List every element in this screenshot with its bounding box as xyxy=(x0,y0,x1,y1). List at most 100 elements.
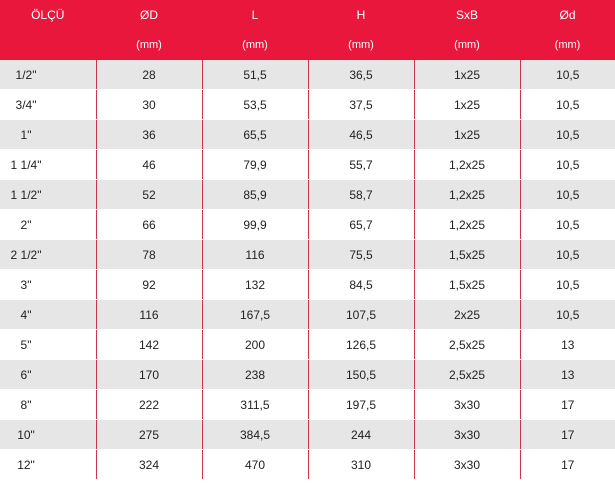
cell-height: 197,5 xyxy=(308,389,415,420)
header-hole-diameter: Ød xyxy=(520,0,615,29)
cell-outer-diameter: 275 xyxy=(96,419,203,450)
cell-size: 5" xyxy=(0,329,97,360)
cell-sxb: 2,5x25 xyxy=(414,329,521,360)
unit-hole-diameter: (mm) xyxy=(520,29,615,60)
header-length: L xyxy=(202,0,309,29)
table-row: 2" 66 99,9 65,7 1,2x25 10,5 xyxy=(0,209,615,240)
header-sxb: SxB xyxy=(414,0,521,29)
table-row: 2 1/2" 78 116 75,5 1,5x25 10,5 xyxy=(0,239,615,270)
cell-length: 116 xyxy=(202,239,309,270)
unit-length: (mm) xyxy=(202,29,309,60)
cell-outer-diameter: 66 xyxy=(96,209,203,240)
cell-height: 126,5 xyxy=(308,329,415,360)
cell-height: 75,5 xyxy=(308,239,415,270)
cell-length: 85,9 xyxy=(202,179,309,210)
cell-sxb: 1x25 xyxy=(414,119,521,150)
size-label: 2 1/2" xyxy=(10,247,42,262)
cell-height: 65,7 xyxy=(308,209,415,240)
header-row-titles: ÖLÇÜ ØD L H SxB Ød xyxy=(0,0,615,29)
header-outer-diameter: ØD xyxy=(96,0,203,29)
cell-length: 470 xyxy=(202,449,309,480)
cell-outer-diameter: 28 xyxy=(96,60,203,90)
table-row: 4" 116 167,5 107,5 2x25 10,5 xyxy=(0,299,615,330)
cell-hole-diameter: 10,5 xyxy=(520,239,615,270)
unit-sxb: (mm) xyxy=(414,29,521,60)
table-row: 1/2" 28 51,5 36,5 1x25 10,5 xyxy=(0,60,615,90)
cell-hole-diameter: 10,5 xyxy=(520,269,615,300)
size-label: 3/4" xyxy=(15,97,37,112)
cell-hole-diameter: 10,5 xyxy=(520,119,615,150)
cell-size: 10" xyxy=(0,419,97,450)
cell-height: 310 xyxy=(308,449,415,480)
unit-height: (mm) xyxy=(308,29,415,60)
cell-size: 3/4" xyxy=(0,89,97,120)
header-row-units: (mm) (mm) (mm) (mm) (mm) xyxy=(0,29,615,60)
table-row: 5" 142 200 126,5 2,5x25 13 xyxy=(0,329,615,360)
cell-outer-diameter: 46 xyxy=(96,149,203,180)
table-row: 12" 324 470 310 3x30 17 xyxy=(0,449,615,480)
cell-length: 53,5 xyxy=(202,89,309,120)
cell-outer-diameter: 222 xyxy=(96,389,203,420)
size-label: 1/2" xyxy=(15,67,37,82)
cell-outer-diameter: 52 xyxy=(96,179,203,210)
cell-hole-diameter: 17 xyxy=(520,419,615,450)
cell-length: 79,9 xyxy=(202,149,309,180)
cell-hole-diameter: 10,5 xyxy=(520,60,615,90)
table-row: 1 1/2" 52 85,9 58,7 1,2x25 10,5 xyxy=(0,179,615,210)
cell-size: 1" xyxy=(0,119,97,150)
cell-sxb: 1,2x25 xyxy=(414,179,521,210)
cell-sxb: 3x30 xyxy=(414,389,521,420)
cell-height: 107,5 xyxy=(308,299,415,330)
cell-height: 84,5 xyxy=(308,269,415,300)
cell-hole-diameter: 10,5 xyxy=(520,209,615,240)
cell-size: 1/2" xyxy=(0,60,97,90)
size-label: 1 1/2" xyxy=(10,187,42,202)
table-row: 3" 92 132 84,5 1,5x25 10,5 xyxy=(0,269,615,300)
cell-hole-diameter: 17 xyxy=(520,449,615,480)
cell-sxb: 2x25 xyxy=(414,299,521,330)
cell-outer-diameter: 30 xyxy=(96,89,203,120)
dimensions-table: ÖLÇÜ ØD L H SxB Ød (mm) (mm) (mm) (mm) (… xyxy=(0,0,615,480)
cell-outer-diameter: 78 xyxy=(96,239,203,270)
cell-hole-diameter: 13 xyxy=(520,359,615,390)
cell-height: 244 xyxy=(308,419,415,450)
table-row: 1 1/4" 46 79,9 55,7 1,2x25 10,5 xyxy=(0,149,615,180)
header-olcu: ÖLÇÜ xyxy=(0,0,97,29)
cell-outer-diameter: 324 xyxy=(96,449,203,480)
cell-height: 37,5 xyxy=(308,89,415,120)
cell-outer-diameter: 142 xyxy=(96,329,203,360)
cell-length: 132 xyxy=(202,269,309,300)
cell-length: 99,9 xyxy=(202,209,309,240)
cell-size: 2 1/2" xyxy=(0,239,97,270)
cell-sxb: 1,2x25 xyxy=(414,149,521,180)
size-label: 8" xyxy=(20,397,32,412)
cell-sxb: 2,5x25 xyxy=(414,359,521,390)
cell-size: 1 1/4" xyxy=(0,149,97,180)
cell-sxb: 1,5x25 xyxy=(414,239,521,270)
cell-sxb: 3x30 xyxy=(414,419,521,450)
size-label: 1 1/4" xyxy=(10,157,42,172)
cell-length: 65,5 xyxy=(202,119,309,150)
cell-sxb: 1,5x25 xyxy=(414,269,521,300)
cell-size: 6" xyxy=(0,359,97,390)
size-label: 3" xyxy=(20,277,32,292)
cell-length: 167,5 xyxy=(202,299,309,330)
cell-outer-diameter: 170 xyxy=(96,359,203,390)
cell-height: 150,5 xyxy=(308,359,415,390)
cell-size: 1 1/2" xyxy=(0,179,97,210)
table-row: 8" 222 311,5 197,5 3x30 17 xyxy=(0,389,615,420)
cell-height: 55,7 xyxy=(308,149,415,180)
size-label: 5" xyxy=(20,337,32,352)
cell-length: 200 xyxy=(202,329,309,360)
table-row: 6" 170 238 150,5 2,5x25 13 xyxy=(0,359,615,390)
size-label: 10" xyxy=(17,427,35,442)
size-label: 6" xyxy=(20,367,32,382)
cell-hole-diameter: 10,5 xyxy=(520,299,615,330)
cell-hole-diameter: 17 xyxy=(520,389,615,420)
table-row: 10" 275 384,5 244 3x30 17 xyxy=(0,419,615,450)
cell-height: 36,5 xyxy=(308,60,415,90)
header-height: H xyxy=(308,0,415,29)
cell-hole-diameter: 10,5 xyxy=(520,149,615,180)
cell-size: 8" xyxy=(0,389,97,420)
cell-hole-diameter: 10,5 xyxy=(520,179,615,210)
